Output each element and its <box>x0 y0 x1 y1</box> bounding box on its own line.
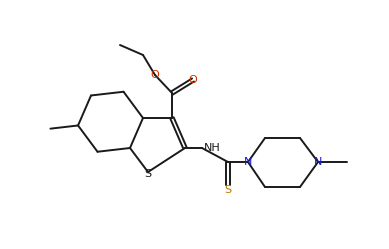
Text: N: N <box>314 157 322 167</box>
Text: O: O <box>189 75 197 85</box>
Text: NH: NH <box>204 143 221 153</box>
Text: N: N <box>244 157 252 167</box>
Text: O: O <box>151 70 159 80</box>
Text: S: S <box>224 185 231 195</box>
Text: S: S <box>144 169 152 179</box>
